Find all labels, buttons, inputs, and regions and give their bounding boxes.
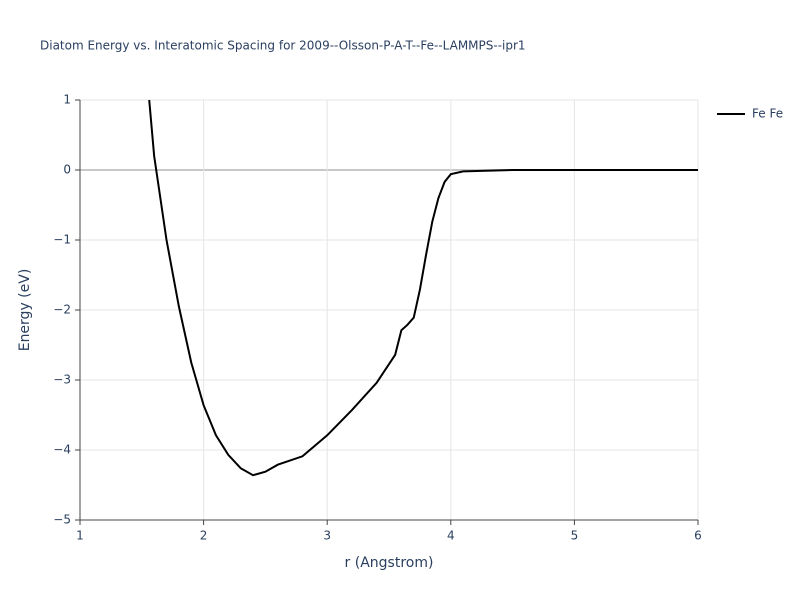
- legend-label: Fe Fe: [752, 107, 783, 121]
- y-tick-label: 1: [63, 93, 71, 107]
- y-axis-label: Energy (eV): [17, 269, 33, 352]
- x-tick-label: 1: [76, 529, 84, 543]
- x-tick-label: 5: [571, 529, 579, 543]
- y-tick-label: −3: [53, 373, 71, 387]
- y-tick-label: −1: [53, 233, 71, 247]
- x-axis-label: r (Angstrom): [345, 555, 434, 571]
- y-tick-label: −4: [53, 443, 71, 457]
- x-tick-label: 4: [447, 529, 455, 543]
- data-line: [148, 100, 698, 477]
- chart-title: Diatom Energy vs. Interatomic Spacing fo…: [40, 39, 526, 53]
- x-tick-label: 2: [200, 529, 208, 543]
- y-tick-label: 0: [63, 163, 71, 177]
- x-tick-label: 6: [694, 529, 702, 543]
- y-tick-label: −2: [53, 303, 71, 317]
- y-tick-label: −5: [53, 513, 71, 527]
- plot-area: [148, 100, 698, 477]
- x-tick-label: 3: [323, 529, 331, 543]
